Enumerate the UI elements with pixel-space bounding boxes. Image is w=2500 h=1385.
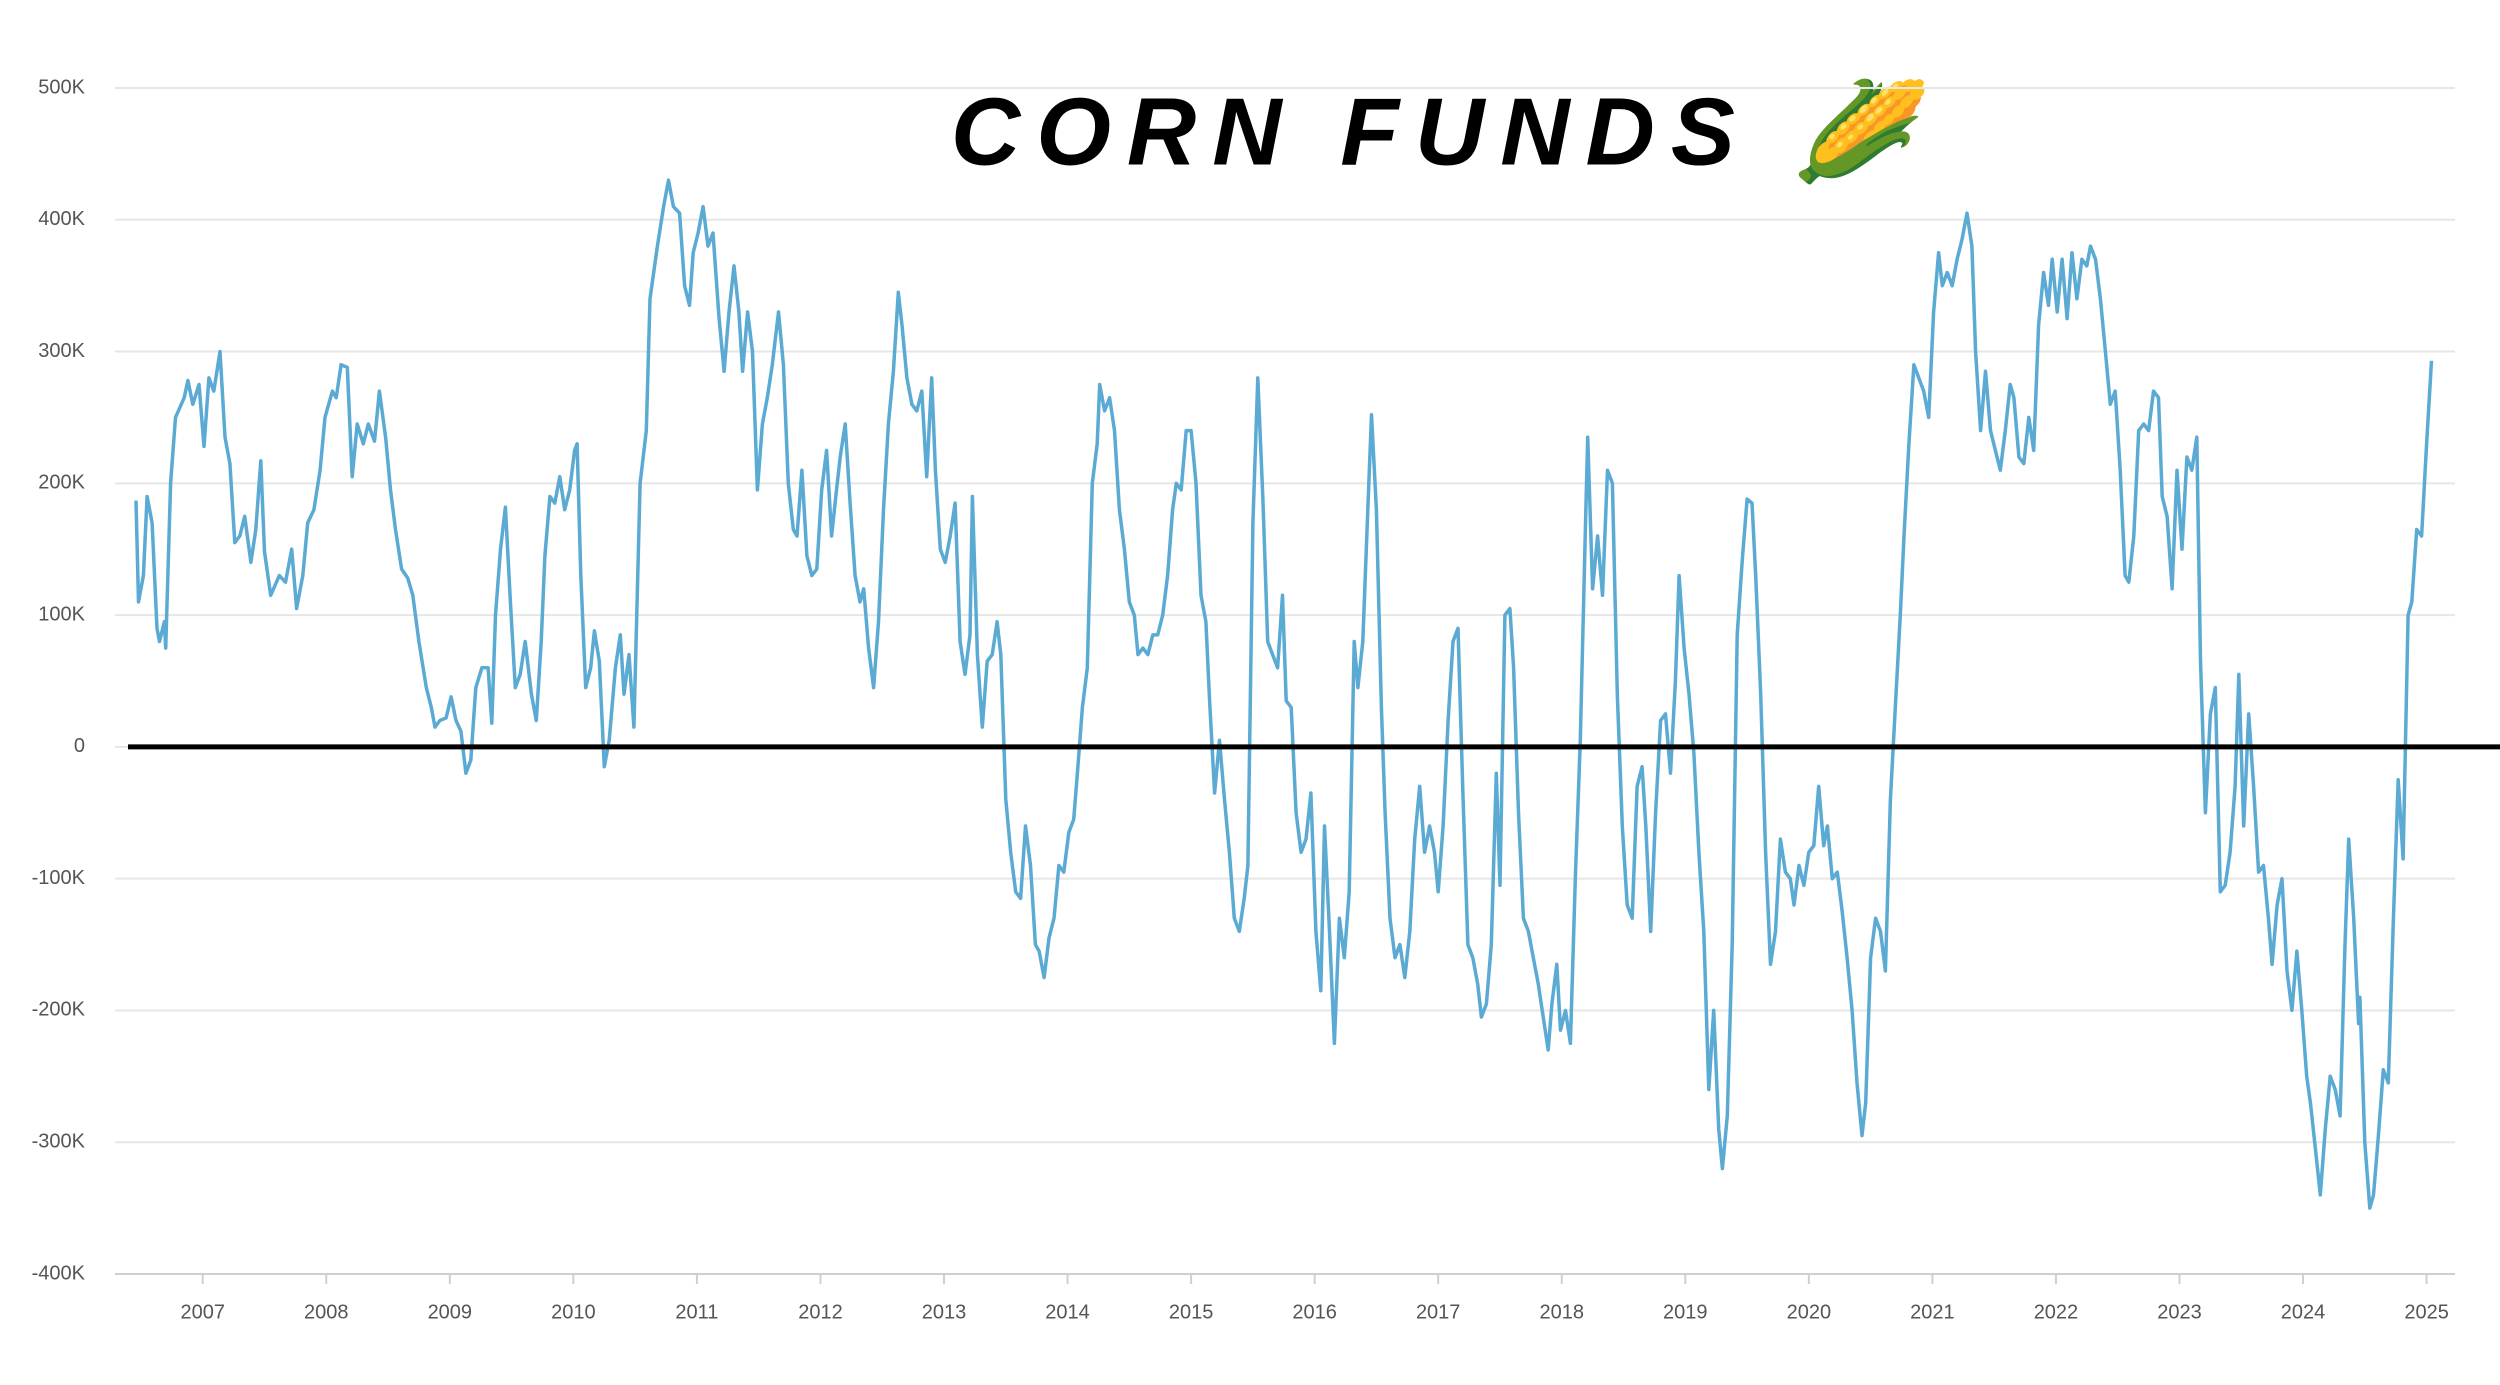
x-tick-label: 2023 xyxy=(2157,1301,2202,1323)
x-tick-label: 2022 xyxy=(2034,1301,2079,1323)
x-tick-label: 2015 xyxy=(1169,1301,1214,1323)
x-tick-label: 2012 xyxy=(798,1301,843,1323)
x-tick-label: 2017 xyxy=(1416,1301,1461,1323)
x-tick-label: 2020 xyxy=(1787,1301,1832,1323)
y-tick-label: -100K xyxy=(32,867,86,889)
x-tick-label: 2024 xyxy=(2281,1301,2326,1323)
x-tick-label: 2021 xyxy=(1910,1301,1955,1323)
x-tick-label: 2009 xyxy=(428,1301,473,1323)
data-line xyxy=(134,178,2434,1210)
y-tick-label: -300K xyxy=(32,1131,86,1153)
x-tick-label: 2018 xyxy=(1539,1301,1584,1323)
y-tick-label: 200K xyxy=(38,472,85,494)
x-tick-label: 2011 xyxy=(675,1301,718,1323)
y-tick-label: 100K xyxy=(38,603,85,625)
y-tick-label: 0 xyxy=(74,735,85,757)
x-tick-label: 2007 xyxy=(180,1301,225,1323)
x-tick-label: 2010 xyxy=(551,1301,596,1323)
y-tick-label: -400K xyxy=(32,1262,86,1284)
chart-title: CORN FUNDS 🌽 xyxy=(951,74,1931,185)
y-tick-label: 400K xyxy=(38,208,85,230)
y-tick-label: -200K xyxy=(32,999,86,1021)
x-tick-label: 2013 xyxy=(922,1301,967,1323)
x-tick-label: 2025 xyxy=(2404,1301,2449,1323)
y-tick-label: 500K xyxy=(38,76,85,98)
x-tick-label: 2016 xyxy=(1292,1301,1337,1323)
y-tick-label: 300K xyxy=(38,340,85,362)
x-tick-label: 2008 xyxy=(304,1301,349,1323)
x-tick-label: 2019 xyxy=(1663,1301,1708,1323)
x-tick-label: 2014 xyxy=(1045,1301,1090,1323)
